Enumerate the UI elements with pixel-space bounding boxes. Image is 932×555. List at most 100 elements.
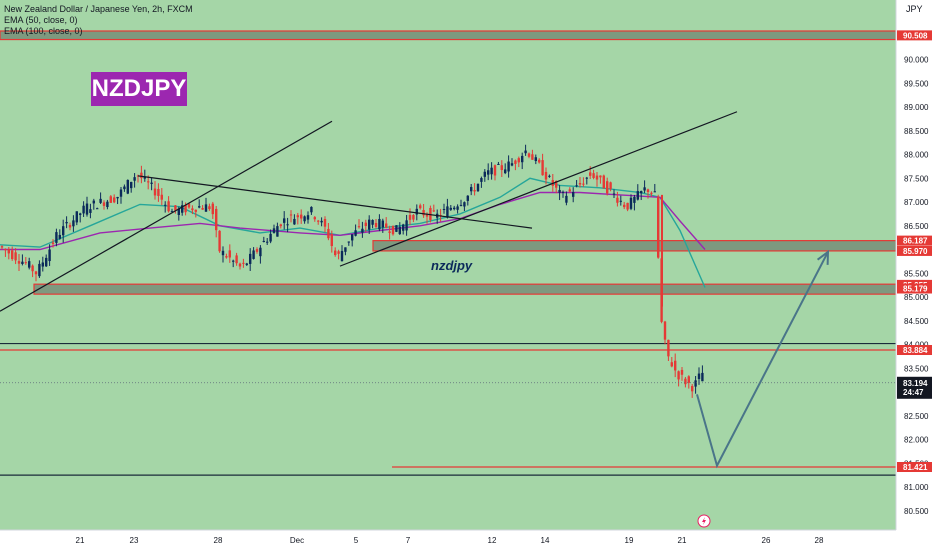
candle-body: [374, 222, 378, 227]
candle-body: [585, 177, 588, 179]
x-tick-label: 21: [76, 536, 85, 545]
candle-body: [565, 195, 568, 203]
candle-body: [153, 188, 157, 196]
price-label-text: 83.884: [903, 346, 928, 355]
candle-body: [102, 202, 106, 206]
candle-body: [629, 197, 633, 209]
candle-body: [266, 241, 269, 243]
forecast-path: [696, 251, 829, 469]
candle-body: [79, 213, 82, 215]
candle-body: [92, 200, 95, 204]
candle-body: [595, 175, 599, 180]
candle-body: [480, 178, 483, 182]
candle-body: [201, 208, 204, 210]
candle-body: [687, 376, 690, 383]
symbol-title[interactable]: New Zealand Dollar / Japanese Yen, 2h, F…: [4, 4, 193, 14]
candle-body: [640, 191, 643, 194]
y-tick-label: 87.500: [904, 174, 929, 183]
candle-body: [697, 373, 701, 380]
candle-body: [269, 233, 272, 242]
y-tick-label: 81.000: [904, 483, 929, 492]
x-tick-label: 19: [625, 536, 634, 545]
candle-body: [323, 218, 327, 227]
candle-body: [157, 188, 160, 196]
candle-body: [170, 211, 174, 213]
candle-body: [385, 223, 388, 228]
candle-body: [320, 220, 323, 223]
candle-body: [303, 216, 306, 222]
lightning-icon[interactable]: [697, 514, 711, 528]
symbol-badge: NZDJPY: [91, 72, 187, 106]
candle-body: [517, 158, 520, 163]
candle-body: [599, 175, 602, 178]
candle-body: [252, 250, 255, 259]
candle-body: [548, 175, 551, 177]
candle-body: [82, 205, 85, 214]
y-tick-label: 85.500: [904, 269, 929, 278]
candle-body: [249, 253, 252, 264]
candle-body: [38, 263, 41, 277]
ema100-legend[interactable]: EMA (100, close, 0): [4, 26, 83, 36]
y-tick-label: 88.000: [904, 151, 929, 160]
candle-body: [391, 225, 395, 235]
candle-body: [317, 220, 320, 222]
candle-body: [184, 205, 187, 213]
candle-body: [432, 210, 435, 212]
candle-body: [541, 160, 544, 176]
price-label-text: 86.187: [903, 237, 928, 246]
candle-body: [578, 183, 582, 185]
candle-body: [544, 171, 548, 180]
candle-body: [677, 371, 680, 380]
candle-body: [378, 218, 381, 230]
candle-body: [575, 185, 578, 187]
price-axis[interactable]: [896, 0, 932, 550]
candle-body: [48, 249, 51, 262]
y-tick-label: 88.500: [904, 127, 929, 136]
candle-body: [344, 247, 347, 252]
candle-body: [504, 169, 507, 174]
candle-body: [487, 170, 490, 175]
candle-body: [449, 207, 452, 210]
price-label-box: [897, 235, 932, 246]
candle-body: [412, 215, 415, 220]
candle-body: [691, 386, 694, 392]
candle-body: [123, 186, 126, 190]
time-axis[interactable]: [0, 530, 896, 550]
candle-body: [402, 224, 405, 231]
candle-body: [204, 204, 208, 212]
y-tick-label: 82.000: [904, 436, 929, 445]
candle-body: [41, 262, 44, 267]
candle-body: [497, 163, 500, 165]
candle-body: [198, 206, 201, 208]
candle-body: [701, 372, 704, 382]
currency-label: JPY: [906, 4, 923, 14]
candle-body: [174, 205, 177, 211]
candle-body: [616, 197, 619, 203]
candle-body: [463, 202, 466, 207]
candle-body: [310, 206, 313, 213]
candle-body: [636, 191, 639, 200]
candle-body: [7, 249, 10, 254]
candle-body: [45, 257, 48, 267]
x-tick-label: 5: [354, 536, 359, 545]
candle-body: [524, 150, 527, 154]
candle-body: [147, 181, 150, 183]
candle-body: [507, 161, 510, 172]
candle-body: [531, 154, 534, 160]
candle-body: [62, 226, 65, 236]
price-label-box: [897, 376, 932, 399]
candle-body: [109, 196, 112, 203]
candle-body: [296, 215, 299, 218]
candle-body: [643, 187, 646, 191]
candle-body: [674, 360, 677, 371]
candle-body: [225, 256, 228, 258]
candle-body: [415, 208, 418, 215]
ema50-legend[interactable]: EMA (50, close, 0): [4, 15, 78, 25]
candle-body: [177, 208, 180, 215]
candle-body: [130, 181, 133, 189]
candle-body: [24, 262, 27, 264]
candle-body: [653, 191, 656, 193]
candle-body: [582, 183, 585, 185]
candle-body: [602, 175, 605, 189]
